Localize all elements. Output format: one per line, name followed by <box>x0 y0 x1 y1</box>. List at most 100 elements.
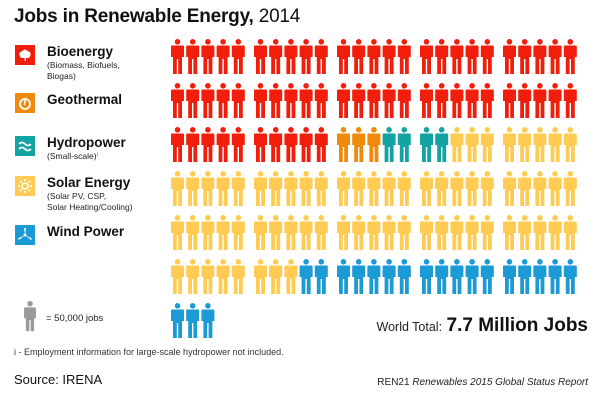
person-icon-solar <box>563 127 577 162</box>
person-icon-solar <box>548 127 562 162</box>
person-icon-bioenergy <box>299 83 313 118</box>
person-icon-solar <box>367 215 381 250</box>
person-icon-solar <box>171 171 184 206</box>
person-icon-solar <box>480 171 494 206</box>
person-icon-wind <box>367 259 381 294</box>
person-icon-solar <box>201 259 215 294</box>
chart-title: Jobs in Renewable Energy, 2014 <box>14 6 300 28</box>
person-icon-solar <box>284 215 298 250</box>
person-icon-solar <box>284 259 298 294</box>
person-icon-bioenergy <box>284 127 298 162</box>
person-icon-bioenergy <box>201 127 215 162</box>
person-icon <box>23 301 37 337</box>
person-icon-bioenergy <box>299 127 313 162</box>
person-icon-bioenergy <box>254 83 267 118</box>
person-icon-solar <box>480 127 494 162</box>
person-icon-solar <box>284 171 298 206</box>
person-icon-bioenergy <box>352 83 366 118</box>
person-icon-bioenergy <box>563 39 577 74</box>
person-icon-bioenergy <box>367 39 381 74</box>
person-icon-wind <box>186 303 200 338</box>
person-icon-solar <box>201 171 215 206</box>
person-icon-solar <box>352 171 366 206</box>
person-icon-solar <box>533 215 547 250</box>
person-icon-wind <box>314 259 328 294</box>
person-icon-bioenergy <box>284 39 298 74</box>
person-icon-solar <box>420 215 433 250</box>
legend-sublabel: (Biomass, Biofuels, Biogas) <box>47 60 120 81</box>
legend-label: Solar Energy <box>47 175 131 190</box>
person-icon-bioenergy <box>269 127 283 162</box>
person-icon-wind <box>299 259 313 294</box>
person-icon-solar <box>563 171 577 206</box>
person-icon-bioenergy <box>171 39 184 74</box>
geothermal-icon <box>15 93 35 113</box>
person-icon-wind <box>480 259 494 294</box>
person-icon-geothermal <box>367 127 381 162</box>
person-icon-solar <box>548 171 562 206</box>
person-icon-solar <box>201 215 215 250</box>
legend-label: Bioenergy <box>47 44 114 59</box>
person-icon-solar <box>548 215 562 250</box>
person-icon-bioenergy <box>533 83 547 118</box>
person-icon-bioenergy <box>231 127 245 162</box>
person-icon-solar <box>337 215 350 250</box>
person-icon-bioenergy <box>382 39 396 74</box>
legend-label: Hydropower <box>47 135 126 150</box>
person-icon-solar <box>269 215 283 250</box>
person-icon-solar <box>435 215 449 250</box>
person-icon-solar <box>382 215 396 250</box>
person-icon-bioenergy <box>269 39 283 74</box>
person-icon-bioenergy <box>367 83 381 118</box>
person-icon-bioenergy <box>314 39 328 74</box>
person-icon-bioenergy <box>231 83 245 118</box>
title-text: Jobs in Renewable Energy, <box>14 6 254 27</box>
person-icon-bioenergy <box>450 39 464 74</box>
legend-label: Geothermal <box>47 92 123 107</box>
person-icon-bioenergy <box>563 83 577 118</box>
person-icon-solar <box>186 171 200 206</box>
person-icon-bioenergy <box>269 83 283 118</box>
person-icon-solar <box>352 215 366 250</box>
person-icon-solar <box>435 171 449 206</box>
person-icon-solar <box>503 171 516 206</box>
world-total-label: World Total: <box>376 320 443 334</box>
person-icon-solar <box>171 215 184 250</box>
person-icon-bioenergy <box>480 39 494 74</box>
pictogram-grid <box>171 39 577 338</box>
person-icon-solar <box>397 171 411 206</box>
world-total-value: 7.7 Million Jobs <box>446 315 588 336</box>
person-icon-wind <box>420 259 433 294</box>
person-icon-solar <box>216 171 230 206</box>
person-icon-geothermal <box>352 127 366 162</box>
person-icon-solar <box>480 215 494 250</box>
person-icon-bioenergy <box>435 83 449 118</box>
person-icon-solar <box>465 127 479 162</box>
person-icon-bioenergy <box>420 39 433 74</box>
person-icon-bioenergy <box>397 83 411 118</box>
leaf-icon <box>15 45 35 65</box>
person-icon-bioenergy <box>254 127 267 162</box>
legend-sublabel: (Small-scale)ⁱ <box>47 151 99 161</box>
person-icon-solar <box>450 127 464 162</box>
person-icon-hydropower <box>382 127 396 162</box>
person-icon-bioenergy <box>284 83 298 118</box>
person-icon-bioenergy <box>216 39 230 74</box>
person-icon-bioenergy <box>171 83 184 118</box>
person-icon-solar <box>231 171 245 206</box>
person-icon-bioenergy <box>299 39 313 74</box>
person-icon-bioenergy <box>216 127 230 162</box>
person-icon-bioenergy <box>171 127 184 162</box>
person-icon-wind <box>352 259 366 294</box>
person-icon-bioenergy <box>518 83 532 118</box>
person-icon-solar <box>231 259 245 294</box>
person-icon-wind <box>533 259 547 294</box>
legend-sublabel: (Solar PV, CSP, Solar Heating/Cooling) <box>47 191 133 212</box>
person-icon-solar <box>337 171 350 206</box>
person-icon-solar <box>518 215 532 250</box>
person-icon-solar <box>314 215 328 250</box>
person-icon-bioenergy <box>216 83 230 118</box>
source: Source: IRENA <box>14 372 103 387</box>
person-icon-bioenergy <box>201 83 215 118</box>
title-year: 2014 <box>258 6 301 27</box>
